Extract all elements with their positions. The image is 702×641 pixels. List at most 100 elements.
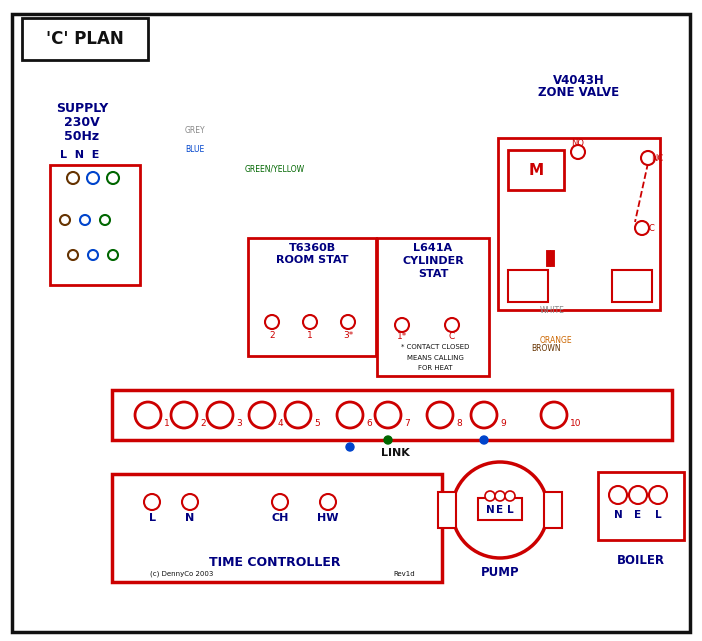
Text: 3: 3 [236,419,241,428]
Text: N: N [614,510,623,520]
Circle shape [100,215,110,225]
Circle shape [635,221,649,235]
Text: L: L [149,513,156,523]
Circle shape [135,402,161,428]
Text: 'C' PLAN: 'C' PLAN [46,30,124,48]
Text: BROWN: BROWN [531,344,561,353]
Circle shape [452,462,548,558]
Bar [112,474,442,582]
Text: 4: 4 [278,419,284,428]
Text: WHITE: WHITE [540,306,565,315]
Text: L: L [507,505,513,515]
Bar [248,238,376,356]
Bar [508,270,548,302]
Text: SUPPLY: SUPPLY [56,101,108,115]
Text: N: N [185,513,194,523]
Circle shape [68,250,78,260]
Text: 6: 6 [366,419,372,428]
Circle shape [144,494,160,510]
Text: ORANGE: ORANGE [540,335,573,344]
Bar [544,492,562,528]
Bar [112,390,672,440]
Text: L641A: L641A [413,243,453,253]
Circle shape [649,486,667,504]
Text: HW: HW [317,513,339,523]
Text: STAT: STAT [418,269,448,279]
Text: 50Hz: 50Hz [65,129,100,142]
Text: 1*: 1* [397,331,407,340]
Text: BOILER: BOILER [617,553,665,567]
Text: MEANS CALLING: MEANS CALLING [406,355,463,361]
Text: M: M [529,163,543,178]
Circle shape [88,250,98,260]
Bar [498,138,660,310]
Circle shape [375,402,401,428]
Circle shape [171,402,197,428]
Text: 1: 1 [164,419,170,428]
Circle shape [320,494,336,510]
Text: 10: 10 [570,419,581,428]
Bar [612,270,652,302]
Text: * CONTACT CLOSED: * CONTACT CLOSED [401,344,469,350]
Text: N: N [486,505,494,515]
Text: NC: NC [651,153,663,163]
Circle shape [346,443,354,451]
Circle shape [571,145,585,159]
Text: CYLINDER: CYLINDER [402,256,464,266]
Circle shape [427,402,453,428]
Circle shape [182,494,198,510]
Bar [377,238,489,376]
Bar [598,472,684,540]
Circle shape [445,318,459,332]
Text: 7: 7 [404,419,410,428]
Text: FOR HEAT: FOR HEAT [418,365,452,371]
Text: 9: 9 [500,419,505,428]
Circle shape [505,491,515,501]
Circle shape [485,491,495,501]
Circle shape [303,315,317,329]
Text: BLUE: BLUE [185,144,204,153]
Text: C: C [648,224,654,233]
Circle shape [67,172,79,184]
Circle shape [609,486,627,504]
Circle shape [207,402,233,428]
Text: 3*: 3* [343,331,353,340]
Bar [438,492,456,528]
Text: ROOM STAT: ROOM STAT [276,255,348,265]
Text: 1: 1 [307,331,313,340]
Circle shape [480,436,488,444]
Text: GREY: GREY [185,126,206,135]
Circle shape [272,494,288,510]
Text: 8: 8 [456,419,462,428]
Circle shape [471,402,497,428]
Text: L: L [655,510,661,520]
Circle shape [60,215,70,225]
Text: E: E [635,510,642,520]
Bar [50,165,140,285]
Text: 5: 5 [314,419,319,428]
Text: E: E [496,505,503,515]
Text: GREEN/YELLOW: GREEN/YELLOW [245,165,305,174]
Bar [22,18,148,60]
Circle shape [541,402,567,428]
Text: CH: CH [271,513,289,523]
Circle shape [629,486,647,504]
Text: (c) DennyCo 2003: (c) DennyCo 2003 [150,570,213,578]
Text: 2: 2 [200,419,206,428]
Circle shape [249,402,275,428]
Text: LINK: LINK [380,448,409,458]
Circle shape [80,215,90,225]
Text: L  N  E: L N E [60,150,100,160]
Circle shape [108,250,118,260]
Circle shape [337,402,363,428]
Text: TIME CONTROLLER: TIME CONTROLLER [209,556,340,569]
Circle shape [285,402,311,428]
Circle shape [384,436,392,444]
Circle shape [87,172,99,184]
Text: 230V: 230V [64,115,100,128]
Text: T6360B: T6360B [289,243,336,253]
Circle shape [641,151,655,165]
Circle shape [495,491,505,501]
Text: C: C [449,331,455,340]
Circle shape [265,315,279,329]
